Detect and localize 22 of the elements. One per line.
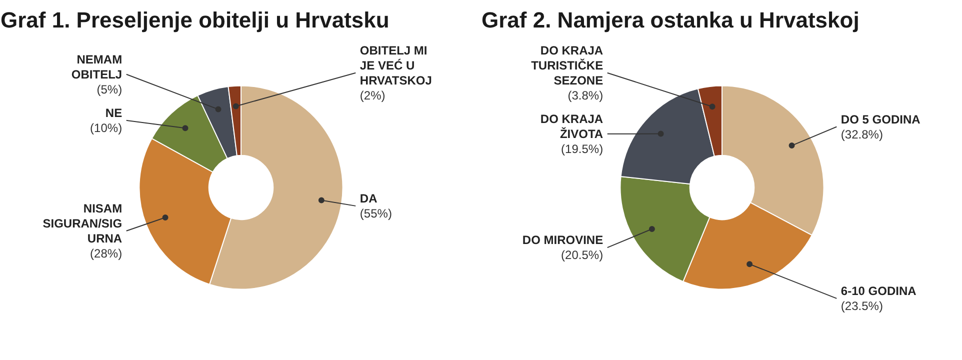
slice-label: DO KRAJA TURISTIČKE SEZONE — [531, 43, 604, 88]
data-label: (5%) — [96, 82, 122, 96]
slice-label: DO KRAJA ŽIVOTA — [540, 112, 604, 141]
slice-label: DO 5 GODINA — [840, 112, 921, 126]
slice-label: DO MIROVINE — [522, 233, 604, 248]
slice-label: NE — [105, 106, 122, 120]
slice-label: 6-10 GODINA — [840, 284, 917, 298]
chart-title: Graf 1. Preseljenje obitelji u Hrvatsku — [0, 8, 390, 32]
data-label: (2%) — [360, 88, 386, 102]
slice-label: NEMAM OBITELJ — [71, 52, 122, 82]
slice-label: OBITELJ MI JE VEĆ U HRVATSKOJ — [360, 43, 432, 88]
data-label: (55%) — [360, 206, 392, 220]
slice-label: DA — [360, 191, 378, 206]
data-label: (10%) — [90, 120, 122, 135]
data-label: (32.8%) — [840, 127, 883, 142]
slice-label: NISAM SIGURAN/SIGURNA — [42, 201, 122, 246]
data-label: (20.5%) — [561, 248, 604, 262]
data-label: (28%) — [90, 246, 122, 260]
data-label: (3.8%) — [568, 88, 604, 102]
chart-title: Graf 2. Namjera ostanka u Hrvatskoj — [482, 8, 860, 32]
data-label: (19.5%) — [561, 142, 604, 156]
data-label: (23.5%) — [840, 298, 883, 313]
